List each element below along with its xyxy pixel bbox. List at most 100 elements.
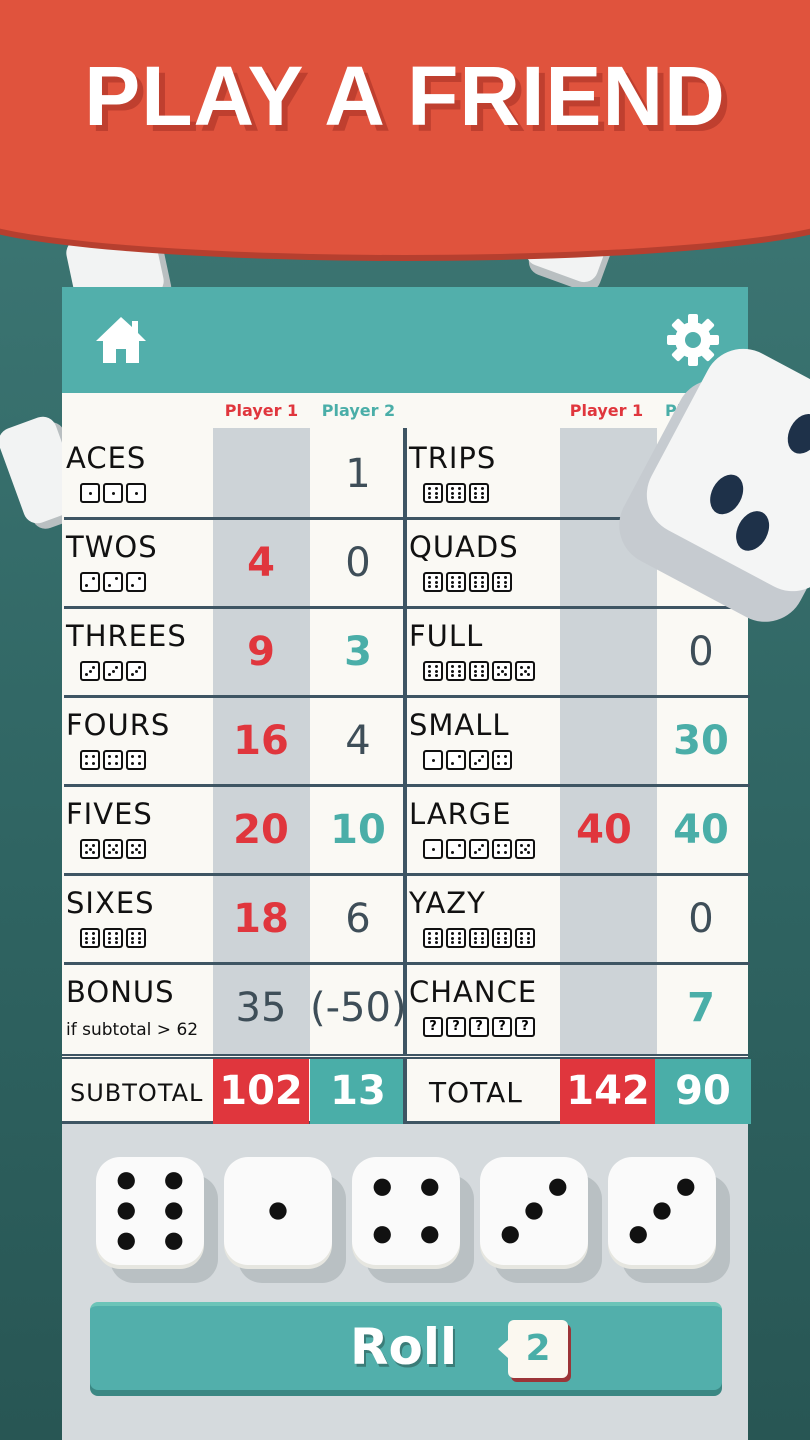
die-face-3-icon bbox=[469, 839, 489, 859]
die-face-6-icon bbox=[492, 928, 512, 948]
pip bbox=[781, 408, 810, 460]
score-cell-player2[interactable]: 0 bbox=[688, 896, 714, 942]
total-player2: 90 bbox=[655, 1059, 751, 1124]
total-player1: 142 bbox=[560, 1059, 656, 1124]
gear-icon bbox=[667, 314, 719, 366]
category-label: YAZY bbox=[409, 886, 486, 920]
category-label: TRIPS bbox=[409, 441, 497, 475]
die-6[interactable] bbox=[96, 1157, 204, 1265]
die-3[interactable] bbox=[608, 1157, 716, 1265]
category-label: FULL bbox=[409, 619, 484, 653]
score-cell-player1[interactable]: 18 bbox=[233, 896, 289, 942]
pip bbox=[269, 1202, 287, 1220]
pip bbox=[729, 505, 776, 557]
score-row-twos: TWOS 4 0 bbox=[64, 517, 407, 606]
category-sublabel: if subtotal > 62 bbox=[66, 1020, 199, 1040]
score-cell-player1[interactable] bbox=[213, 431, 309, 517]
totals-row: SUBTOTAL 102 13 TOTAL 142 90 bbox=[62, 1054, 751, 1124]
top-bar bbox=[62, 287, 748, 393]
die-face-5-icon bbox=[515, 839, 535, 859]
player2-header: Player 2 bbox=[321, 401, 396, 420]
score-cell-player1[interactable] bbox=[556, 520, 652, 606]
die-face-3-icon bbox=[126, 661, 146, 681]
score-cell-player1[interactable]: 35 bbox=[235, 985, 287, 1031]
die-3[interactable] bbox=[480, 1157, 588, 1265]
pip bbox=[165, 1232, 183, 1250]
home-button[interactable] bbox=[92, 311, 150, 369]
subtotal-player1: 102 bbox=[213, 1059, 309, 1124]
pip bbox=[549, 1178, 567, 1196]
score-cell-player2[interactable]: 40 bbox=[673, 807, 729, 853]
die-face-5-icon bbox=[492, 661, 512, 681]
category-dice-icons bbox=[423, 661, 535, 681]
category-label: TWOS bbox=[66, 530, 158, 564]
score-cell-player2[interactable]: 4 bbox=[345, 718, 371, 764]
rolled-dice bbox=[96, 1157, 716, 1265]
home-icon bbox=[96, 317, 146, 363]
pip bbox=[501, 1226, 519, 1244]
roll-button[interactable]: Roll 2 bbox=[90, 1302, 722, 1390]
category-label: FIVES bbox=[66, 797, 153, 831]
die-4[interactable] bbox=[352, 1157, 460, 1265]
title-banner: PLAY A FRIEND bbox=[0, 0, 810, 255]
category-dice-icons bbox=[423, 839, 535, 859]
die-face-6-icon bbox=[446, 572, 466, 592]
question-die-icon: ? bbox=[515, 1017, 535, 1037]
score-cell-player1[interactable]: 4 bbox=[247, 540, 275, 586]
category-dice-icons bbox=[80, 661, 146, 681]
score-cell-player1[interactable] bbox=[556, 876, 652, 962]
pip bbox=[421, 1226, 439, 1244]
die-face-1-icon bbox=[423, 839, 443, 859]
subtotal-player2: 13 bbox=[310, 1059, 406, 1124]
die-face-4-icon bbox=[492, 839, 512, 859]
column-headers: Player 1 Player 2 Player 1 Playe bbox=[62, 393, 748, 429]
settings-button[interactable] bbox=[664, 311, 722, 369]
die-face-1-icon bbox=[126, 483, 146, 503]
die-face-3-icon bbox=[103, 661, 123, 681]
score-cell-player1[interactable] bbox=[556, 609, 652, 695]
die-face-2-icon bbox=[126, 572, 146, 592]
pip bbox=[165, 1202, 183, 1220]
question-die-icon: ? bbox=[492, 1017, 512, 1037]
die-face-6-icon bbox=[80, 928, 100, 948]
die-1[interactable] bbox=[224, 1157, 332, 1265]
column-divider bbox=[403, 428, 407, 1054]
category-dice-icons bbox=[423, 572, 512, 592]
die-face-2-icon bbox=[446, 839, 466, 859]
total-label: TOTAL bbox=[429, 1076, 523, 1109]
score-cell-player2[interactable]: 1 bbox=[345, 451, 371, 497]
score-cell-player1[interactable] bbox=[556, 698, 652, 784]
die-face-3-icon bbox=[80, 661, 100, 681]
score-cell-player1[interactable]: 40 bbox=[576, 807, 632, 853]
score-cell-player1[interactable]: 9 bbox=[247, 629, 275, 675]
question-die-icon: ? bbox=[423, 1017, 443, 1037]
divider bbox=[403, 1059, 407, 1124]
score-cell-player1[interactable] bbox=[556, 431, 652, 517]
score-cell-player2[interactable]: 7 bbox=[687, 985, 715, 1031]
player1-column-right bbox=[560, 428, 657, 1054]
pip bbox=[373, 1178, 391, 1196]
score-cell-player2[interactable]: (-50) bbox=[310, 985, 407, 1031]
score-cell-player2[interactable]: 6 bbox=[345, 896, 371, 942]
score-cell-player2[interactable]: 30 bbox=[673, 718, 729, 764]
score-cell-player1[interactable] bbox=[556, 965, 652, 1051]
score-cell-player1[interactable]: 16 bbox=[233, 718, 289, 764]
score-row-yazy: YAZY 0 bbox=[407, 873, 750, 962]
die-face-2-icon bbox=[446, 750, 466, 770]
score-cell-player2[interactable]: 0 bbox=[345, 540, 371, 586]
die-face-1-icon bbox=[80, 483, 100, 503]
score-cell-player1[interactable]: 20 bbox=[233, 807, 289, 853]
die-face-6-icon bbox=[446, 661, 466, 681]
score-cell-player2[interactable]: 3 bbox=[344, 629, 372, 675]
category-dice-icons bbox=[423, 750, 512, 770]
category-label: THREES bbox=[66, 619, 187, 653]
score-cell-player2[interactable]: 0 bbox=[688, 629, 714, 675]
score-cell-player2[interactable]: 10 bbox=[330, 807, 386, 853]
rolls-left-badge: 2 bbox=[498, 1320, 568, 1378]
score-row-fours: FOURS 16 4 bbox=[64, 695, 407, 784]
die-face-5-icon bbox=[126, 839, 146, 859]
die-face-4-icon bbox=[126, 750, 146, 770]
die-face-6-icon bbox=[423, 572, 443, 592]
die-face-6-icon bbox=[469, 928, 489, 948]
die-face-6-icon bbox=[423, 661, 443, 681]
